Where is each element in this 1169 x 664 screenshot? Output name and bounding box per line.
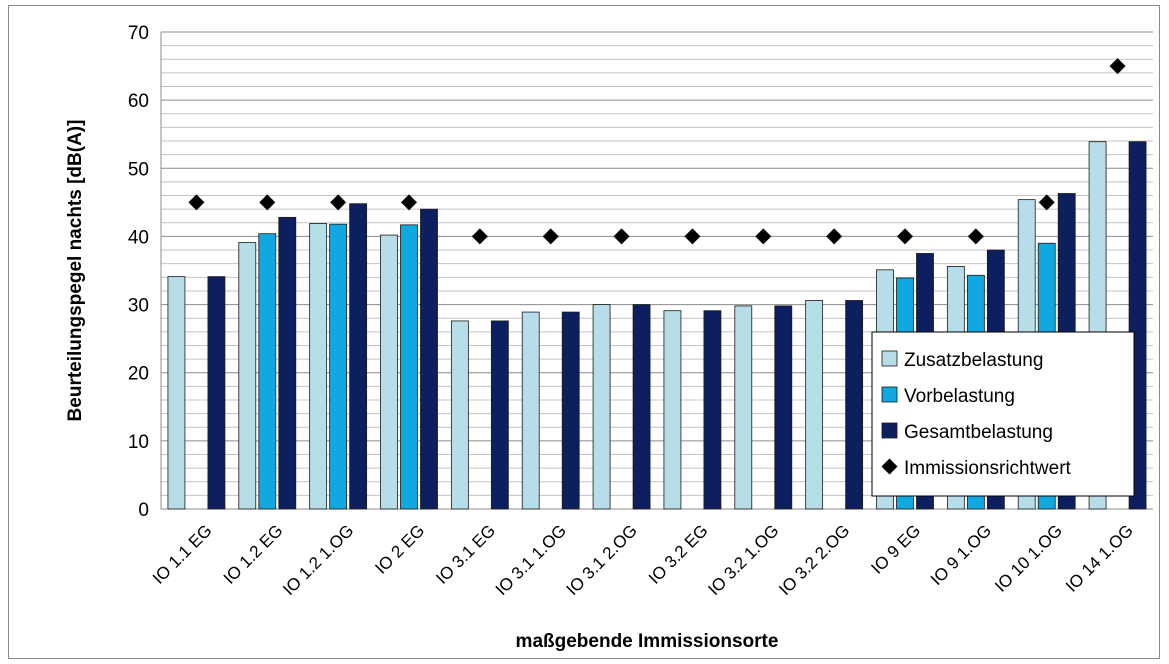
bar-gesamtbelastung — [774, 305, 793, 510]
bar-zusatzbelastung — [450, 320, 469, 510]
x-tick-label: IO 1.2 1.OG — [279, 521, 357, 599]
x-tick-label: IO 9 EG — [867, 521, 924, 578]
y-axis-title: Beurteilungspegel nachts [dB(A)] — [65, 120, 86, 422]
y-tick-label: 10 — [128, 432, 149, 453]
x-tick-label: IO 1.1 EG — [149, 521, 216, 588]
marker-immissionsrichtwert — [188, 194, 205, 211]
x-tick-label: IO 3.1 2.OG — [563, 521, 641, 599]
bar-gesamtbelastung — [490, 320, 509, 510]
bar-zusatzbelastung — [805, 300, 824, 510]
bar-gesamtbelastung — [420, 208, 438, 510]
x-tick-label: IO 9 1.OG — [927, 521, 995, 589]
bar-zusatzbelastung — [238, 242, 257, 510]
marker-immissionsrichtwert — [967, 228, 984, 245]
legend-label: Vorbelastung — [904, 386, 1015, 407]
marker-immissionsrichtwert — [755, 228, 772, 245]
legend-label: Gesamtbelastung — [904, 422, 1053, 443]
marker-immissionsrichtwert — [1038, 194, 1055, 211]
x-tick-label: IO 10 1.OG — [991, 521, 1066, 596]
y-tick-label: 50 — [128, 159, 149, 180]
marker-immissionsrichtwert — [1109, 58, 1126, 75]
y-tick-label: 20 — [128, 364, 149, 385]
bar-gesamtbelastung — [845, 300, 864, 510]
y-tick-label: 70 — [128, 23, 149, 44]
bar-gesamtbelastung — [278, 216, 297, 510]
bar-gesamtbelastung — [207, 276, 226, 510]
marker-immissionsrichtwert — [826, 228, 843, 245]
bar-gesamtbelastung — [632, 304, 651, 510]
bar-zusatzbelastung — [592, 304, 611, 510]
legend: Zusatzbelastung Vorbelastung Gesamtbelastu… — [871, 331, 1135, 497]
bar-zusatzbelastung — [167, 276, 186, 510]
y-tick-label: 0 — [138, 500, 149, 521]
bar-zusatzbelastung — [734, 305, 753, 510]
legend-swatch — [881, 422, 898, 439]
bar-zusatzbelastung — [521, 311, 540, 510]
y-tick-label: 30 — [128, 296, 149, 317]
y-tick-label: 40 — [128, 227, 149, 248]
bar-vorbelastung — [329, 223, 348, 510]
marker-immissionsrichtwert — [613, 228, 630, 245]
bar-zusatzbelastung — [663, 310, 682, 510]
legend-box — [871, 331, 1135, 497]
legend-label: Immissionsrichtwert — [904, 458, 1072, 479]
x-axis-title: maßgebende Immissionsorte — [516, 631, 779, 652]
legend-swatch — [881, 458, 898, 475]
x-tick-label: IO 3.2 1.OG — [704, 521, 782, 599]
bar-zusatzbelastung — [380, 234, 398, 510]
y-tick-label: 60 — [128, 91, 149, 112]
bar-gesamtbelastung — [703, 310, 722, 510]
x-tick-label: IO 3.1 1.OG — [492, 521, 570, 599]
x-tick-label: IO 2 EG — [371, 521, 428, 578]
marker-immissionsrichtwert — [471, 228, 488, 245]
x-tick-label: IO 1.2 EG — [220, 521, 287, 588]
bar-zusatzbelastung — [309, 223, 328, 510]
x-tick-label: IO 3.1 EG — [432, 521, 499, 588]
legend-label: Zusatzbelastung — [904, 350, 1043, 371]
bar-gesamtbelastung — [349, 203, 368, 510]
marker-immissionsrichtwert — [684, 228, 701, 245]
marker-immissionsrichtwert — [259, 194, 276, 211]
legend-swatch — [881, 350, 898, 367]
bar-gesamtbelastung — [561, 311, 580, 510]
bar-vorbelastung — [400, 224, 418, 510]
x-tick-label: IO 3.2 2.OG — [775, 521, 853, 599]
marker-immissionsrichtwert — [401, 194, 417, 211]
y-tick-labels: 0 10 20 30 40 50 60 70 — [128, 23, 149, 521]
chart-frame: 0 10 20 30 40 50 60 70 IO 1.1 EG IO 1.2 EG IO 1.2… — [8, 5, 1160, 659]
marker-immissionsrichtwert — [897, 228, 913, 245]
marker-immissionsrichtwert — [330, 194, 347, 211]
legend-swatch — [881, 386, 898, 403]
marker-immissionsrichtwert — [542, 228, 559, 245]
bar-vorbelastung — [258, 233, 277, 510]
x-tick-label: IO 3.2 EG — [645, 521, 712, 588]
x-tick-label: IO 14 1.OG — [1062, 521, 1137, 596]
markers — [188, 58, 1126, 245]
